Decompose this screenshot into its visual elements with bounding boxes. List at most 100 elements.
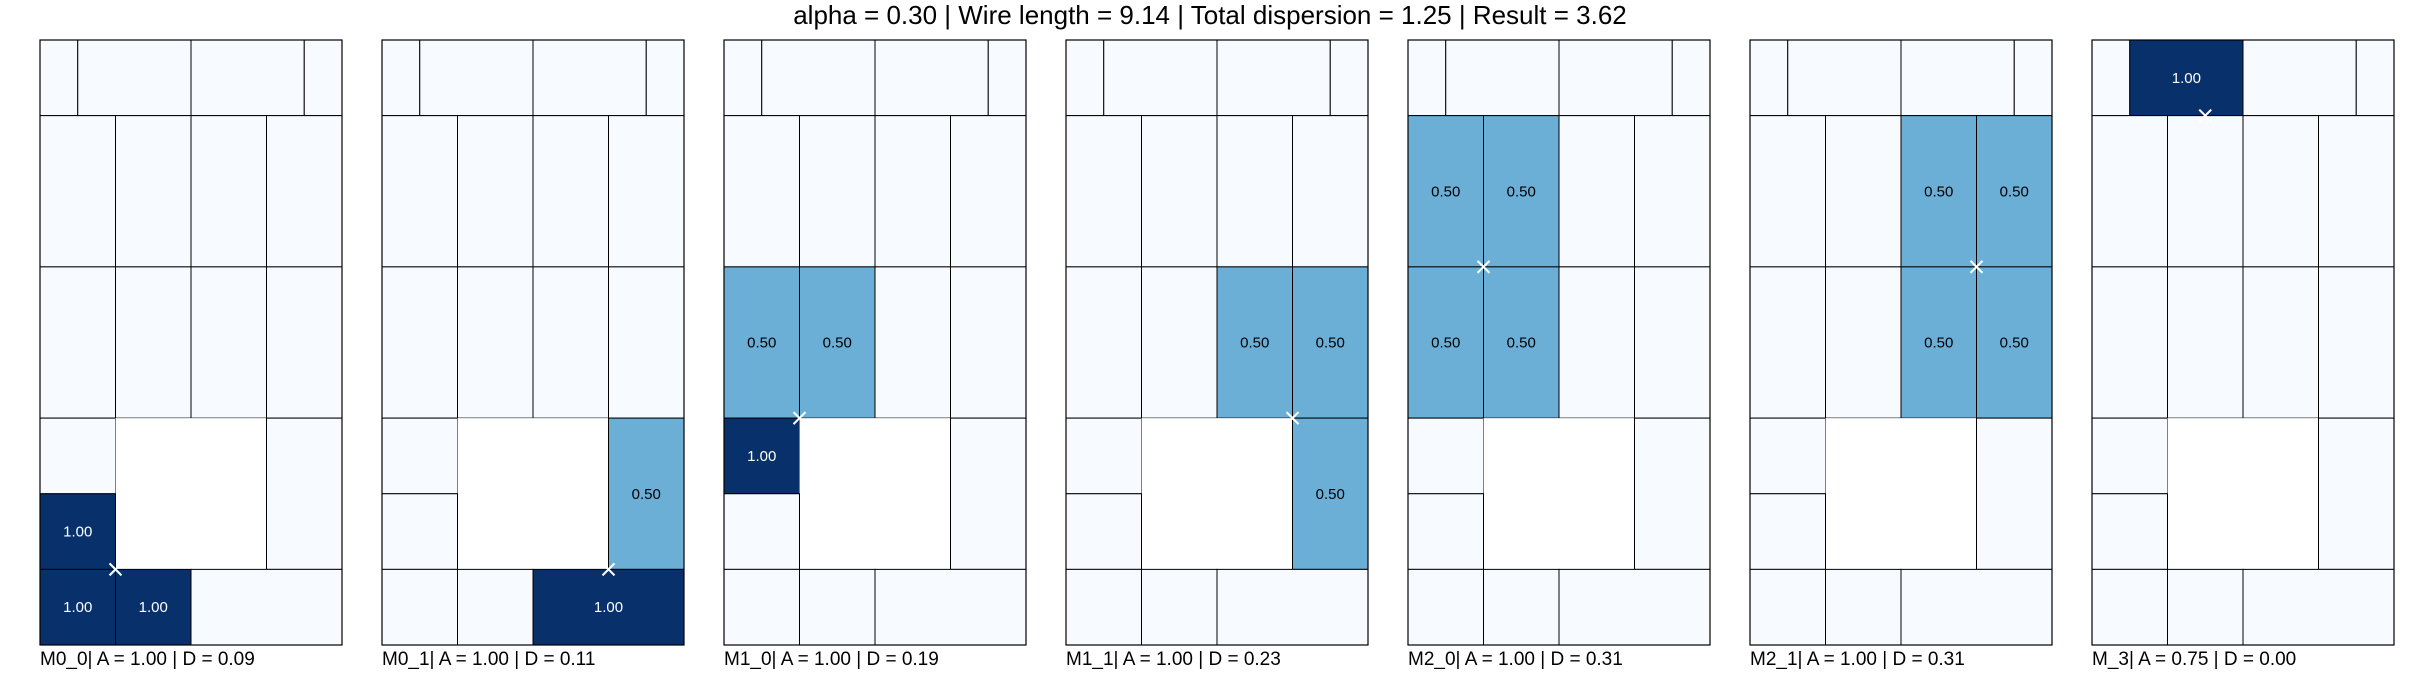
grid-cell: [2091, 493, 2168, 570]
panel-caption: M2_0| A = 1.00 | D = 0.31: [1408, 649, 1623, 670]
blocked-region: [457, 418, 609, 570]
grid-cell: [1141, 115, 1218, 268]
panel-3: 0.50 0.50 0.50 M1_1| A = 1.00 | D = 0.23: [1065, 39, 1369, 670]
cell-value-label: 0.50: [1431, 183, 1460, 200]
grid-cell: [381, 568, 458, 646]
grid-cell: [874, 266, 951, 419]
cell-value-label: 1.00: [63, 524, 92, 541]
grid-cell: [457, 115, 534, 268]
panel-2: 0.50 0.50 1.00 M1_0| A = 1.00 | D = 0.19: [723, 39, 1027, 670]
grid-cell: [532, 115, 609, 268]
grid-cell: [1329, 39, 1369, 117]
cell-value-label: 0.50: [2000, 335, 2029, 352]
grid-cell: [381, 39, 421, 117]
panel-frame: [1749, 39, 2053, 646]
centroid-marker: [2198, 108, 2212, 123]
grid-cell: [723, 39, 763, 117]
grid-cell: [190, 115, 267, 268]
blocked-region: [799, 418, 951, 570]
grid-cell: [2318, 417, 2395, 570]
grid-cell: [1065, 266, 1142, 419]
cell-value-label: 0.50: [1507, 183, 1536, 200]
grid-cell: [1900, 568, 2053, 646]
grid-cell: [1065, 115, 1142, 268]
panel-caption: M_3| A = 0.75 | D = 0.00: [2092, 649, 2296, 670]
grid-cell: [1900, 266, 1977, 419]
cell-value-label: 0.50: [1431, 335, 1460, 352]
grid-cell: [723, 568, 800, 646]
grid-cell: [39, 39, 79, 117]
cell-value-label: 0.50: [1924, 335, 1953, 352]
grid-cell: [115, 115, 192, 268]
grid-cell: [1976, 115, 2053, 268]
blocked-region: [2167, 418, 2319, 570]
grid-cell: [77, 39, 192, 117]
grid-cell: [1216, 266, 1293, 419]
panel-caption: M1_0| A = 1.00 | D = 0.19: [724, 649, 939, 670]
cell-value-label: 0.50: [2000, 183, 2029, 200]
centroid-marker: [1476, 260, 1491, 274]
grid-cell: [266, 417, 343, 570]
grid-cell: [381, 417, 458, 495]
grid-cell: [799, 266, 876, 419]
grid-cell: [39, 115, 116, 268]
panel-frame: [381, 39, 685, 646]
cell-value-label: 1.00: [63, 599, 92, 616]
grid-cell: [532, 266, 609, 419]
panel-0: 1.00 1.00 1.00 M0_0| A = 1.00 | D = 0.09: [39, 39, 343, 670]
grid-cell: [1103, 39, 1218, 117]
panel-frame: [1407, 39, 1711, 646]
grid-cell: [1292, 115, 1369, 268]
grid-cell: [950, 266, 1027, 419]
grid-cell: [1558, 266, 1635, 419]
grid-cell: [2242, 266, 2319, 419]
cell-value-label: 0.50: [1924, 183, 1953, 200]
grid-cell: [645, 39, 685, 117]
grid-cell: [1900, 115, 1977, 268]
grid-cell: [2091, 266, 2168, 419]
grid-cell: [1749, 266, 1826, 419]
grid-cell: [419, 39, 534, 117]
panel-frame: [723, 39, 1027, 646]
cell-value-label: 0.50: [1240, 335, 1269, 352]
grid-cell: [1407, 493, 1484, 570]
panel-frame: [39, 39, 343, 646]
cell-value-label: 1.00: [594, 599, 623, 616]
grid-cell: [1407, 417, 1484, 495]
grid-cell: [266, 266, 343, 419]
grid-cell: [1065, 39, 1105, 117]
grid-cell: [987, 39, 1027, 117]
blocked-region: [115, 418, 267, 570]
cell-value-label: 0.50: [747, 335, 776, 352]
cell-value-label: 0.50: [632, 486, 661, 503]
grid-cell: [799, 115, 876, 268]
grid-cell: [381, 493, 458, 570]
grid-cell: [1558, 115, 1635, 268]
grid-cell: [2355, 39, 2395, 117]
panel-5: 0.50 0.50 0.50 0.50 M2_1| A = 1.00 | D = 0.3…: [1749, 39, 2053, 670]
panel-caption: M1_1| A = 1.00 | D = 0.23: [1066, 649, 1281, 670]
grid-cell: [266, 115, 343, 268]
grid-cell: [608, 266, 685, 419]
grid-cell: [1483, 568, 1560, 646]
grid-cell: [457, 568, 534, 646]
grid-cell: [1900, 39, 2015, 117]
grid-cell: [1216, 568, 1369, 646]
grid-cell: [39, 266, 116, 419]
grid-cell: [532, 568, 685, 646]
cell-value-label: 1.00: [139, 599, 168, 616]
grid-cell: [1065, 493, 1142, 570]
grid-cell: [2318, 266, 2395, 419]
centroid-marker: [1285, 411, 1300, 425]
blocked-region: [1141, 418, 1293, 570]
grid-cell: [1558, 39, 1673, 117]
blocked-region: [1483, 418, 1635, 570]
grid-cell: [303, 39, 343, 117]
grid-cell: [190, 266, 267, 419]
grid-cell: [457, 266, 534, 419]
grid-cell: [190, 568, 343, 646]
cell-value-label: 0.50: [823, 335, 852, 352]
figure-title: alpha = 0.30 | Wire length = 9.14 | Tota…: [793, 0, 1627, 30]
panel-4: 0.50 0.50 0.50 0.50 M2_0| A = 1.00 | D = 0.3…: [1407, 39, 1711, 670]
grid-cell: [2242, 115, 2319, 268]
